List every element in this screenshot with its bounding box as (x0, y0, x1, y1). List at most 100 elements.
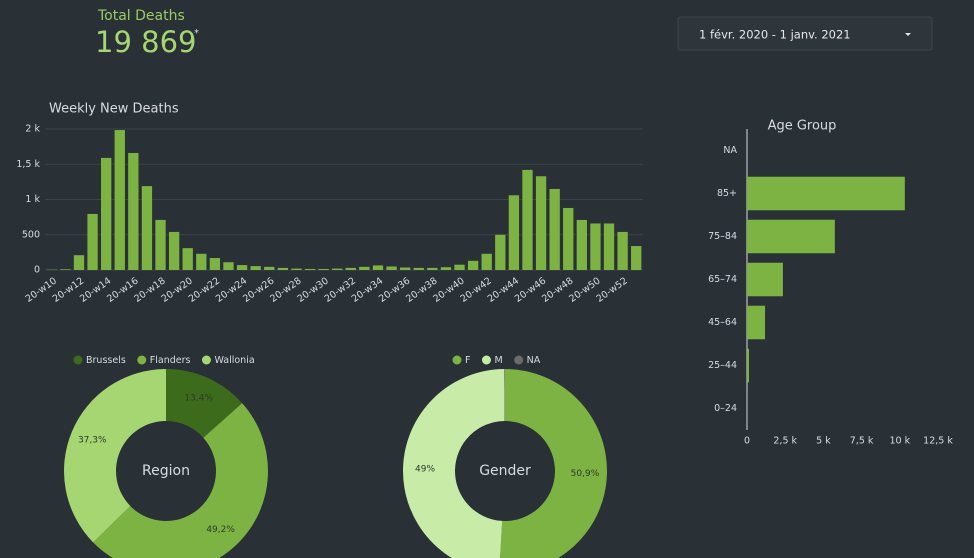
bar (747, 219, 835, 254)
bar (549, 188, 560, 270)
legend-swatch (452, 355, 462, 365)
bar (100, 157, 112, 270)
bar (603, 223, 615, 270)
bar (372, 265, 384, 270)
slice (504, 369, 505, 422)
bar (223, 262, 234, 270)
bar (73, 255, 85, 270)
y-tick-label: 2 k (25, 124, 40, 135)
bar (386, 266, 397, 270)
bar (332, 268, 343, 270)
bar (304, 268, 316, 270)
x-tick-label: 0 (744, 436, 750, 447)
scorecard-note: * (194, 28, 199, 39)
y-tick-label: 25–44 (708, 360, 737, 371)
bar (427, 267, 438, 270)
data-label: 50,9% (571, 469, 600, 479)
legend-swatch (481, 355, 491, 365)
bar (209, 258, 221, 270)
scorecard-label: Total Deaths (97, 8, 185, 24)
legend-label: F (465, 355, 470, 366)
bar (522, 169, 533, 270)
legend-swatch (73, 355, 83, 365)
bar (291, 268, 302, 270)
x-tick-label: 10 k (889, 436, 910, 447)
slice (93, 403, 268, 558)
date-picker[interactable]: 1 févr. 2020 - 1 janv. 2021 (677, 16, 933, 51)
bar (87, 213, 98, 270)
bar (617, 231, 628, 270)
data-label: 37,3% (78, 436, 107, 446)
bar (747, 262, 783, 297)
legend-label: Wallonia (214, 355, 254, 366)
bar (413, 267, 424, 270)
bar (495, 234, 506, 270)
y-tick-label: 85+ (717, 188, 737, 199)
y-tick-label: 65–74 (708, 274, 737, 285)
scorecard-value: 19 869 (95, 25, 196, 59)
chart-title: Gender (479, 463, 531, 479)
bar (359, 266, 370, 270)
slice (500, 369, 607, 558)
legend-label: Brussels (86, 355, 126, 366)
date-picker-box[interactable] (677, 16, 933, 51)
legend-label: M (494, 355, 502, 366)
legend-swatch (201, 355, 211, 365)
bar (60, 269, 71, 270)
bar (264, 266, 275, 270)
y-tick-label: 500 (22, 229, 40, 240)
bar (454, 264, 465, 270)
bar (141, 186, 153, 270)
bar (508, 195, 520, 270)
data-label: 13,4% (184, 393, 213, 403)
bar (114, 130, 125, 270)
bar (182, 248, 193, 270)
data-label: 49% (415, 464, 435, 474)
bar (440, 267, 452, 270)
bar (563, 207, 574, 270)
y-tick-label: 0–24 (714, 403, 737, 414)
bar (467, 260, 479, 270)
bar (747, 176, 905, 211)
bar (168, 231, 180, 270)
chart-title: Region (142, 463, 190, 479)
bar (250, 266, 261, 270)
y-tick-label: 1,5 k (16, 159, 40, 170)
x-tick-label: 2,5 k (773, 436, 797, 447)
bar (631, 246, 642, 270)
y-tick-label: NA (723, 145, 737, 156)
bar (196, 253, 207, 270)
bar (747, 348, 749, 383)
bar (590, 223, 601, 270)
y-tick-label: 0 (34, 265, 40, 276)
data-label: 49,2% (206, 525, 235, 535)
bar (481, 253, 492, 270)
legend-swatch (514, 355, 524, 365)
date-range[interactable]: 1 févr. 2020 - 1 janv. 2021 (699, 28, 851, 42)
x-tick-label: 5 k (816, 436, 831, 447)
x-tick-label: 12,5 k (923, 436, 953, 447)
y-tick-label: 45–64 (708, 317, 737, 328)
slice (64, 369, 166, 543)
chart-title: Weekly New Deaths (49, 102, 179, 117)
bar (277, 267, 289, 270)
dropdown-arrow[interactable] (905, 33, 911, 36)
chart-title: Age Group (768, 119, 837, 134)
legend-swatch (137, 355, 147, 365)
legend-label: NA (527, 355, 541, 366)
bar (155, 219, 166, 270)
legend-label: Flanders (150, 355, 191, 366)
x-tick-label: 7,5 k (850, 436, 874, 447)
slice (403, 369, 505, 558)
bar (535, 176, 547, 270)
y-tick-label: 1 k (25, 194, 40, 205)
bar (576, 219, 588, 270)
bar (345, 267, 356, 270)
bar (747, 305, 766, 340)
y-tick-label: 75–84 (708, 231, 737, 242)
bar (236, 265, 248, 270)
bar (399, 267, 411, 270)
